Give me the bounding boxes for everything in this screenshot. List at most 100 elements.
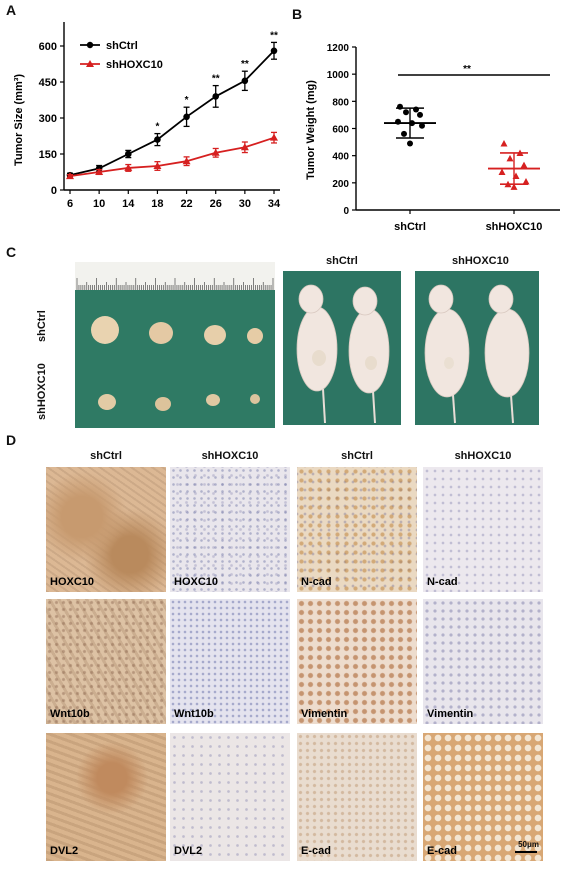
y-axis-label: Tumor Size (mm³) — [13, 74, 25, 166]
row-label-shctrl: shCtrl — [36, 310, 48, 342]
col-header-4: shHOXC10 — [454, 450, 512, 462]
data-point — [153, 162, 162, 169]
series-line-shctrl — [69, 50, 275, 176]
y-tick-label: 450 — [39, 77, 57, 89]
tumor — [250, 394, 260, 404]
data-point — [413, 106, 419, 113]
data-point — [516, 149, 524, 156]
scale-bar-label: 50μm — [518, 840, 539, 849]
data-point — [270, 133, 278, 141]
data-point — [154, 136, 161, 143]
data-point — [498, 168, 506, 175]
tile-label: DVL2 — [174, 845, 203, 857]
panel-letter-a: A — [6, 2, 17, 18]
y-tick-label: 300 — [39, 113, 57, 125]
tile-label: E-cad — [301, 845, 331, 857]
y-tick-label: 0 — [343, 206, 349, 217]
tumor — [206, 394, 220, 406]
ihc-tile: N-cad — [423, 467, 543, 592]
data-point — [409, 120, 415, 127]
y-axis-label: Tumor Weight (mg) — [305, 80, 317, 180]
legend-label-shhoxc10: shHOXC10 — [106, 59, 163, 71]
tumor — [204, 325, 226, 345]
data-point — [500, 139, 508, 147]
legend-marker-shhoxc10 — [86, 60, 94, 67]
panel-letter-c: C — [6, 244, 17, 260]
y-tick-label: 0 — [51, 185, 57, 197]
tile-label: N-cad — [427, 576, 458, 588]
y-tick-label: 600 — [332, 125, 349, 136]
x-tick-label: shCtrl — [394, 221, 426, 232]
y-tick-label: 1000 — [327, 70, 350, 81]
x-tick-label: 30 — [239, 198, 251, 210]
data-point — [395, 118, 401, 125]
significance-marker: ** — [270, 30, 278, 41]
excised-tumors-photo — [75, 262, 275, 428]
tumor-row-shhoxc10 — [98, 394, 260, 411]
panel-letter-b: B — [292, 6, 303, 22]
tile-label: Wnt10b — [174, 708, 214, 720]
data-point — [66, 172, 74, 180]
col-header-1: shCtrl — [90, 450, 122, 462]
tumor-weight-scatter-chart: 0 200 400 600 800 1000 1200 shCtrl shHOXC10 Tumo… — [305, 43, 560, 232]
significance-marker: ** — [212, 74, 220, 85]
x-tick-label: 6 — [67, 198, 73, 210]
tile-label: Vimentin — [301, 708, 348, 720]
tumor — [98, 394, 116, 410]
x-tick-label: 22 — [180, 198, 192, 210]
data-point — [95, 168, 104, 175]
y-tick-label: 400 — [332, 152, 349, 163]
significance-label: ** — [463, 64, 471, 75]
data-point — [124, 150, 132, 158]
ihc-tile: N-cad — [297, 467, 417, 592]
data-point — [124, 163, 133, 171]
tile-label: DVL2 — [50, 845, 79, 857]
ihc-tile: E-cad — [297, 733, 417, 861]
x-tick-label: 34 — [268, 198, 281, 210]
x-tick-label: 18 — [151, 198, 163, 210]
data-point — [183, 113, 190, 121]
tile-label: E-cad — [427, 845, 457, 857]
x-tick-label: shHOXC10 — [486, 221, 543, 232]
y-tick-label: 150 — [39, 149, 57, 161]
tile-label: Wnt10b — [50, 708, 90, 720]
col-header-2: shHOXC10 — [201, 450, 259, 462]
x-tick-label: 14 — [122, 198, 135, 210]
data-point — [522, 177, 530, 185]
data-point — [270, 47, 278, 55]
data-point — [403, 109, 409, 116]
tumor — [91, 316, 119, 344]
data-point — [397, 103, 403, 110]
data-point — [510, 183, 518, 190]
tumor — [312, 350, 326, 366]
mouse-header-shctrl: shCtrl — [326, 255, 358, 267]
ihc-tile: Vimentin — [423, 599, 543, 724]
data-point — [241, 77, 249, 85]
data-point — [212, 93, 220, 100]
legend-label-shctrl: shCtrl — [106, 40, 138, 52]
y-tick-label: 200 — [332, 179, 349, 190]
ihc-tile: E-cad 50μm — [423, 733, 543, 861]
data-point — [182, 157, 191, 165]
significance-marker: * — [155, 122, 159, 133]
panel-letter-d: D — [6, 432, 17, 448]
data-point — [419, 122, 425, 129]
mouse-photo-shhoxc10 — [415, 271, 539, 425]
tumor — [365, 356, 377, 370]
data-point — [506, 154, 514, 162]
significance-marker: * — [185, 95, 189, 106]
data-point — [520, 161, 528, 169]
tumor — [149, 322, 173, 344]
y-tick-label: 600 — [39, 41, 57, 53]
ihc-tile: Vimentin — [297, 599, 417, 724]
ihc-tile: DVL2 — [46, 733, 166, 861]
tile-label: HOXC10 — [174, 576, 219, 588]
data-point — [211, 148, 220, 156]
ihc-tile: HOXC10 — [170, 467, 290, 592]
tumor — [155, 397, 171, 411]
data-point — [417, 111, 423, 118]
significance-marker: ** — [241, 59, 249, 70]
mouse-header-shhoxc10: shHOXC10 — [452, 255, 509, 267]
series-line-shhoxc10 — [69, 136, 275, 177]
